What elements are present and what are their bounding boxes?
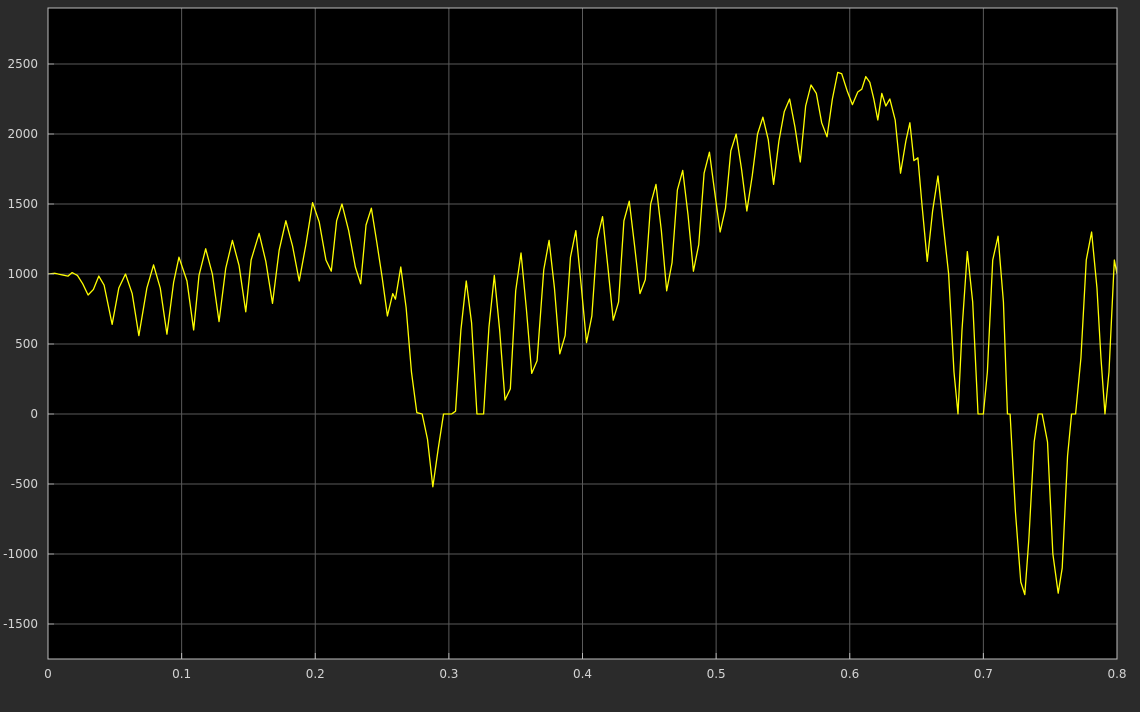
- x-tick-label-4: 0.4: [573, 667, 592, 681]
- x-tick-label-1: 0.1: [172, 667, 191, 681]
- x-tick-label-3: 0.3: [439, 667, 458, 681]
- y-tick-label-3: 1000: [7, 267, 38, 281]
- signal-layer: [47, 71, 1118, 596]
- y-axis-ticks: 2500 2000 1500 1000 500 0 -500 -1000 -1500: [3, 57, 54, 631]
- x-tick-label-5: 0.5: [707, 667, 726, 681]
- y-tick-label-2: 1500: [7, 197, 38, 211]
- x-axis-ticks: 0 0.1 0.2 0.3 0.4 0.5 0.6 0.7 0.8: [44, 653, 1127, 681]
- x-tick-label-7: 0.7: [974, 667, 993, 681]
- grid: [48, 8, 1117, 659]
- y-tick-label-0: 2500: [7, 57, 38, 71]
- y-tick-label-7: -1000: [3, 547, 38, 561]
- y-tick-label-6: -500: [11, 477, 38, 491]
- x-tick-label-0: 0: [44, 667, 52, 681]
- x-tick-label-2: 0.2: [306, 667, 325, 681]
- y-tick-label-5: 0: [30, 407, 38, 421]
- y-tick-label-8: -1500: [3, 617, 38, 631]
- signal-line-0: [47, 71, 1118, 596]
- y-tick-label-1: 2000: [7, 127, 38, 141]
- y-tick-label-4: 500: [15, 337, 38, 351]
- x-tick-label-8: 0.8: [1107, 667, 1126, 681]
- x-tick-label-6: 0.6: [840, 667, 859, 681]
